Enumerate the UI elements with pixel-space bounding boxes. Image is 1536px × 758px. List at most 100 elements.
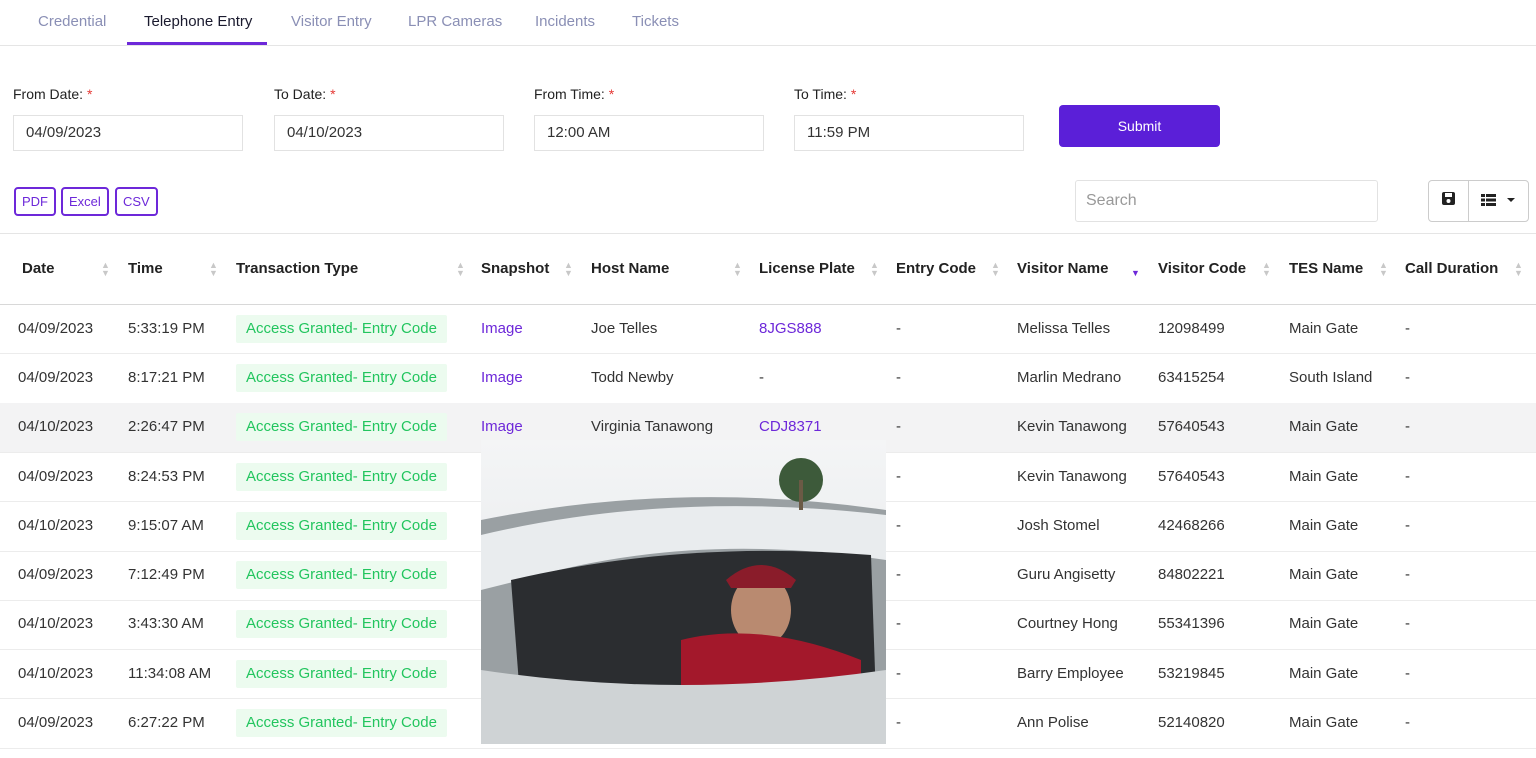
column-header[interactable]: Visitor Code — [1158, 260, 1247, 277]
cell: Main Gate — [1289, 615, 1359, 633]
row-border — [0, 353, 1536, 355]
export-button[interactable]: CSV — [115, 187, 158, 216]
filter-label: To Date: * — [274, 86, 336, 102]
cell: 04/09/2023 — [18, 319, 94, 337]
cell: Main Gate — [1289, 566, 1359, 584]
search-input[interactable]: Search — [1075, 180, 1378, 222]
cell: 11:34:08 AM — [128, 664, 212, 682]
cell: 04/09/2023 — [18, 467, 94, 485]
header-border — [0, 304, 1536, 305]
required-mark: * — [330, 86, 336, 102]
column-header[interactable]: TES Name — [1289, 260, 1364, 277]
cell: 04/10/2023 — [18, 516, 94, 534]
cell: 63415254 — [1158, 368, 1225, 386]
cell: Melissa Telles — [1017, 319, 1111, 337]
column-header[interactable]: Transaction Type — [236, 260, 359, 277]
transaction-badge: Access Granted- Entry Code — [236, 610, 447, 639]
cell: - — [1405, 467, 1410, 485]
table-top-border — [0, 233, 1536, 234]
plate-link[interactable]: CDJ8371 — [759, 418, 822, 436]
cell: 52140820 — [1158, 714, 1225, 732]
filter-input[interactable]: 04/09/2023 — [13, 115, 243, 151]
cell: 8:24:53 PM — [128, 467, 205, 485]
sort-arrows: ▼ — [1131, 268, 1140, 278]
cell: Main Gate — [1289, 467, 1359, 485]
snapshot-link[interactable]: Image — [481, 319, 523, 337]
cell: - — [1405, 664, 1410, 682]
cell: - — [896, 368, 901, 386]
tab[interactable]: Telephone Entry — [144, 13, 253, 30]
snapshot-link[interactable]: Image — [481, 418, 523, 436]
cell: 04/10/2023 — [18, 418, 94, 436]
tab[interactable]: Credential — [38, 13, 107, 30]
required-mark: * — [87, 86, 93, 102]
cell: - — [1405, 418, 1410, 436]
snapshot-link[interactable]: Image — [481, 368, 523, 386]
export-button[interactable]: PDF — [14, 187, 56, 216]
tab[interactable]: Tickets — [632, 13, 679, 30]
export-button[interactable]: Excel — [61, 187, 109, 216]
column-header[interactable]: License Plate — [759, 260, 855, 277]
columns-button[interactable] — [1468, 180, 1529, 222]
cell: Main Gate — [1289, 714, 1359, 732]
row-border — [0, 747, 1536, 749]
cell[interactable]: - — [759, 368, 764, 386]
transaction-badge: Access Granted- Entry Code — [236, 511, 447, 540]
cell: Marlin Medrano — [1017, 368, 1122, 386]
sort-arrows: ▲ ▼ — [456, 260, 465, 278]
cell: 57640543 — [1158, 467, 1225, 485]
cell: 2:26:47 PM — [128, 418, 205, 436]
transaction-badge: Access Granted- Entry Code — [236, 314, 447, 343]
sort-arrows: ▲ ▼ — [564, 260, 573, 278]
save-button[interactable] — [1428, 180, 1469, 222]
sort-arrows: ▲ ▼ — [991, 260, 1000, 278]
cell: Main Gate — [1289, 664, 1359, 682]
submit-button[interactable]: Submit — [1059, 105, 1220, 147]
tab[interactable]: Visitor Entry — [291, 13, 372, 30]
plate-link[interactable]: 8JGS888 — [759, 319, 822, 337]
cell: 57640543 — [1158, 418, 1225, 436]
cell: 9:15:07 AM — [128, 516, 204, 534]
sort-arrows: ▲ ▼ — [1262, 260, 1271, 278]
transaction-badge: Access Granted- Entry Code — [236, 363, 447, 392]
cell: Guru Angisetty — [1017, 566, 1116, 584]
transaction-badge: Access Granted- Entry Code — [236, 659, 447, 688]
cell: Kevin Tanawong — [1017, 418, 1127, 436]
cell: 5:33:19 PM — [128, 319, 205, 337]
column-header[interactable]: Entry Code — [896, 260, 977, 277]
cell: - — [1405, 368, 1410, 386]
filter-input[interactable]: 11:59 PM — [794, 115, 1024, 151]
column-header[interactable]: Snapshot — [481, 260, 550, 277]
sort-arrows: ▲ ▼ — [1379, 260, 1388, 278]
cell: - — [1405, 615, 1410, 633]
sort-arrows: ▲ ▼ — [209, 260, 218, 278]
cell: Main Gate — [1289, 516, 1359, 534]
cell: Courtney Hong — [1017, 615, 1118, 633]
cell: Main Gate — [1289, 319, 1359, 337]
column-header[interactable]: Visitor Name — [1017, 260, 1109, 277]
filter-label: From Time: * — [534, 86, 615, 102]
column-header[interactable]: Time — [128, 260, 163, 277]
sort-arrows: ▲ ▼ — [101, 260, 110, 278]
filter-input[interactable]: 12:00 AM — [534, 115, 764, 151]
required-mark: * — [608, 86, 615, 102]
filter-input[interactable]: 04/10/2023 — [274, 115, 504, 151]
cell: Josh Stomel — [1017, 516, 1100, 534]
column-header[interactable]: Call Duration — [1405, 260, 1499, 277]
required-mark: * — [850, 86, 857, 102]
cell: - — [896, 467, 901, 485]
cell: Kevin Tanawong — [1017, 467, 1127, 485]
tab[interactable]: LPR Cameras — [408, 13, 503, 30]
cell: - — [896, 615, 901, 633]
transaction-badge: Access Granted- Entry Code — [236, 709, 447, 738]
cell: - — [896, 418, 901, 436]
filter-label: From Date: * — [13, 86, 93, 102]
sort-arrows: ▲ ▼ — [870, 260, 879, 278]
column-header[interactable]: Host Name — [591, 260, 670, 277]
tab[interactable]: Incidents — [535, 13, 596, 30]
cell: - — [1405, 566, 1410, 584]
transaction-badge: Access Granted- Entry Code — [236, 413, 447, 442]
column-header[interactable]: Date — [22, 260, 55, 277]
cell: - — [896, 664, 901, 682]
cell: - — [896, 319, 901, 337]
